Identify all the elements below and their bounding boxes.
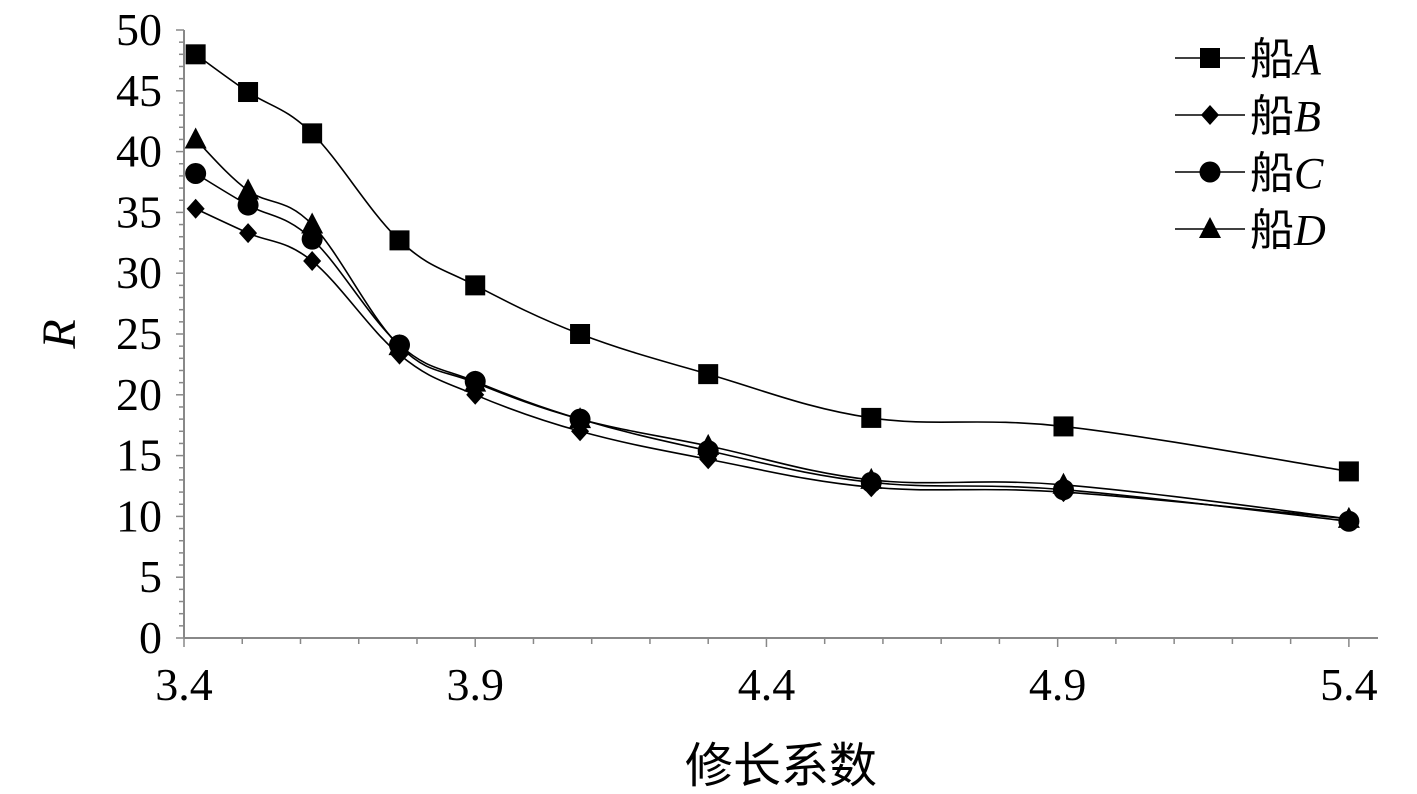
data-point-d bbox=[237, 178, 260, 200]
legend-item-d: 船D bbox=[1175, 206, 1326, 255]
data-point-a bbox=[1053, 416, 1074, 437]
data-point-c bbox=[237, 194, 259, 216]
y-tick-label: 15 bbox=[116, 430, 162, 481]
data-point-d bbox=[1052, 472, 1075, 494]
data-point-a bbox=[238, 82, 259, 103]
y-tick-label: 40 bbox=[116, 126, 162, 177]
data-point-a bbox=[185, 44, 206, 65]
y-tick-label: 10 bbox=[116, 490, 162, 541]
legend-item-c: 船C bbox=[1175, 149, 1324, 198]
series-d bbox=[184, 127, 1360, 528]
series-layer bbox=[184, 44, 1360, 532]
axes: 0 5 10 15 20 25 30 35 40 45 50 3.4 3.9 4.4 4.9 5.4 bbox=[116, 4, 1378, 710]
legend-label-b: 船B bbox=[1250, 92, 1321, 141]
data-point-c bbox=[301, 228, 323, 250]
data-point-a bbox=[570, 324, 591, 344]
x-tick-label: 5.4 bbox=[1320, 659, 1378, 710]
data-point-d bbox=[860, 467, 883, 489]
legend-marker-c bbox=[1199, 161, 1221, 183]
data-point-d bbox=[464, 370, 487, 392]
y-tick-label: 5 bbox=[139, 551, 162, 602]
y-tick-label: 30 bbox=[116, 247, 162, 298]
data-point-a bbox=[698, 364, 719, 385]
data-point-a bbox=[389, 230, 410, 251]
y-tick-label: 20 bbox=[116, 369, 162, 420]
legend-marker-b bbox=[1201, 105, 1219, 125]
data-point-a bbox=[861, 407, 882, 428]
y-tick-label: 35 bbox=[116, 186, 162, 237]
data-point-a bbox=[465, 275, 486, 296]
data-point-d bbox=[301, 212, 324, 234]
x-tick-label: 3.9 bbox=[446, 659, 504, 710]
legend-label-d: 船D bbox=[1250, 206, 1326, 255]
series-a bbox=[185, 44, 1359, 482]
x-tick-label: 4.9 bbox=[1029, 659, 1087, 710]
legend-marker-a bbox=[1200, 48, 1220, 68]
legend-label-c: 船C bbox=[1250, 149, 1324, 198]
series-line-d bbox=[195, 138, 1349, 520]
data-point-b bbox=[239, 223, 258, 244]
x-axis-title: 修长系数 bbox=[685, 740, 877, 793]
data-point-d bbox=[184, 127, 207, 149]
legend-label-a: 船A bbox=[1250, 35, 1322, 84]
data-point-d bbox=[569, 407, 592, 429]
series-c bbox=[185, 162, 1360, 532]
data-point-b bbox=[186, 198, 205, 219]
data-point-a bbox=[1338, 461, 1359, 482]
legend-item-b: 船B bbox=[1175, 92, 1321, 141]
data-point-d bbox=[1337, 506, 1360, 528]
data-point-d bbox=[388, 334, 411, 356]
series-line-a bbox=[195, 53, 1350, 473]
data-point-b bbox=[303, 251, 322, 272]
y-axis-title: R bbox=[33, 319, 86, 349]
legend: 船A 船B 船C 船D bbox=[1175, 35, 1326, 255]
series-line-c bbox=[195, 172, 1349, 523]
x-tick-label: 3.4 bbox=[155, 659, 213, 710]
data-point-a bbox=[302, 123, 323, 144]
y-tick-label: 0 bbox=[139, 612, 162, 663]
data-point-d bbox=[697, 433, 720, 455]
legend-item-a: 船A bbox=[1175, 35, 1322, 84]
legend-marker-d bbox=[1199, 217, 1221, 238]
y-tick-label: 25 bbox=[116, 308, 162, 359]
y-tick-label: 50 bbox=[116, 4, 162, 55]
series-line-b bbox=[195, 208, 1349, 520]
data-point-c bbox=[185, 162, 207, 184]
series-b bbox=[186, 198, 1358, 529]
y-tick-label: 45 bbox=[116, 65, 162, 116]
x-tick-label: 4.4 bbox=[738, 659, 796, 710]
